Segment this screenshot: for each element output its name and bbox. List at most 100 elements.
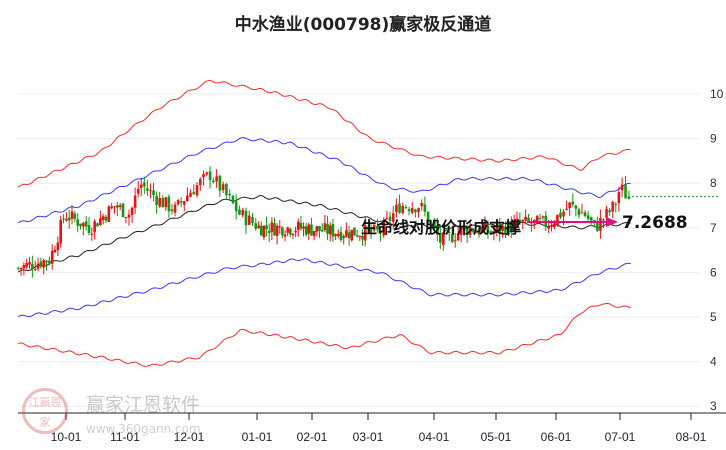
candle-body (337, 233, 340, 237)
candle-body (429, 222, 433, 224)
candle-body (307, 224, 311, 234)
candle-body (238, 209, 241, 215)
candle-body (139, 184, 143, 188)
candle-body (234, 201, 238, 212)
candle-body (518, 220, 522, 223)
candle-body (350, 229, 354, 241)
candle-body (614, 204, 618, 206)
candle-body (553, 223, 556, 228)
candle-body (127, 214, 131, 218)
candle-body (28, 262, 31, 265)
candle-body (568, 202, 571, 209)
candle-body (592, 220, 596, 222)
candle-body (417, 208, 420, 213)
chart-title: 中水渔业(000798)赢家极反通道 (234, 15, 492, 35)
candle-body (620, 184, 624, 191)
candle-body (492, 230, 496, 234)
candle-body (574, 205, 578, 209)
y-tick-label: 8 (710, 176, 717, 190)
candle-body (426, 211, 430, 224)
series-lower-blue (17, 258, 631, 318)
watermark-url: www.360gann.com (86, 422, 201, 436)
candle-body (459, 228, 463, 236)
candle-body (164, 197, 168, 208)
candle-body (442, 232, 445, 245)
candle-body (608, 210, 611, 213)
candle-body (596, 222, 599, 231)
candle-body (254, 223, 258, 229)
annotation-text: 生命线对股价形成支撑 (361, 218, 521, 237)
candle-body (275, 225, 279, 236)
candle-body (369, 227, 373, 233)
candle-body (353, 227, 356, 236)
candle-body (398, 203, 401, 213)
candle-body (515, 218, 519, 221)
candle-body (302, 226, 305, 229)
candle-body (62, 218, 65, 220)
candle-body (447, 231, 451, 233)
candle-body (205, 172, 209, 175)
candle-body (450, 233, 454, 243)
candle-body (433, 221, 436, 228)
candle-body (155, 195, 158, 205)
candle-body (376, 225, 379, 230)
y-tick-label: 6 (710, 265, 717, 279)
candle-body (583, 212, 587, 217)
candle-body (410, 207, 414, 213)
candle-body (318, 225, 321, 231)
candle-body (179, 201, 183, 203)
candle-body (538, 218, 542, 220)
candle-body (244, 210, 248, 226)
candle-body (565, 208, 568, 210)
candle-body (326, 223, 329, 234)
candle-body (143, 182, 146, 187)
candle-body (328, 225, 332, 235)
candle-body (265, 225, 268, 229)
candle-body (395, 204, 398, 213)
candle-body (436, 225, 439, 235)
candle-body (273, 223, 276, 236)
candle-body (158, 198, 161, 207)
series-upper-blue (17, 136, 631, 224)
x-tick-label: 07-01 (605, 430, 636, 444)
candle-body (73, 213, 77, 219)
candle-body (559, 212, 562, 218)
candle-body (339, 231, 343, 241)
candle-body (611, 201, 615, 212)
candle-body (124, 216, 128, 218)
candle-body (602, 219, 605, 221)
candle-body (48, 260, 51, 264)
candle-body (173, 204, 177, 213)
candle-body (87, 225, 91, 234)
candle-body (617, 192, 621, 204)
candle-body (512, 220, 516, 231)
candle-body (312, 230, 316, 237)
x-tick-label: 01-01 (242, 430, 273, 444)
candle-body (99, 218, 102, 225)
candle-body (571, 201, 575, 205)
candle-body (372, 224, 376, 231)
candle-body (31, 264, 34, 270)
candle-body (521, 220, 525, 223)
candle-body (218, 175, 222, 191)
y-tick-label: 7 (710, 221, 717, 235)
candle-body (116, 205, 119, 208)
candle-body (186, 195, 189, 202)
candle-body (456, 233, 460, 241)
candle-body (278, 226, 282, 228)
candle-body (225, 184, 228, 196)
candle-body (498, 223, 502, 233)
candle-body (202, 173, 205, 178)
candle-body (524, 216, 527, 221)
candle-body (212, 180, 215, 183)
candle-body (53, 249, 57, 253)
candle-body (358, 236, 362, 238)
candle-body (291, 233, 295, 236)
candle-body (281, 227, 284, 236)
candle-body (391, 213, 395, 222)
candle-body (624, 184, 627, 199)
y-tick-label: 3 (710, 399, 717, 413)
annotation-value: 7.2688 (622, 213, 688, 233)
x-tick-label: 10-01 (51, 430, 82, 444)
